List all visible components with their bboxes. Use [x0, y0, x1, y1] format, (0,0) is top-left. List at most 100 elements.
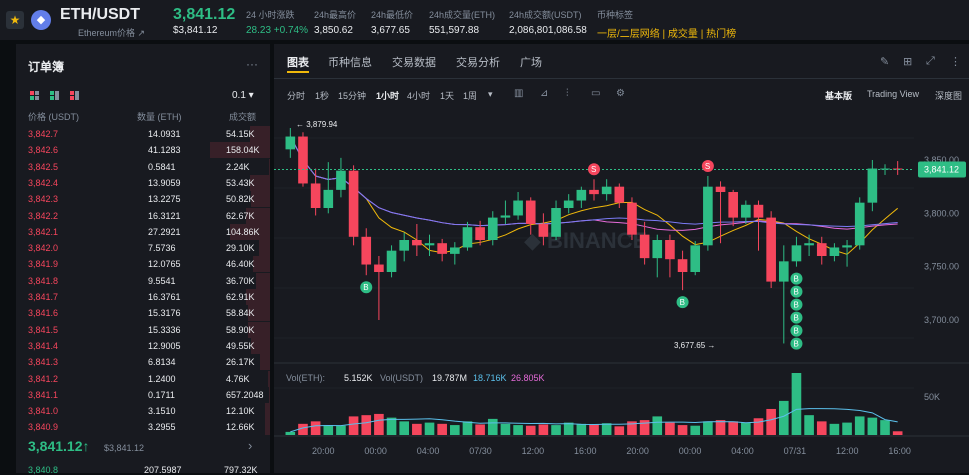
- view-depth[interactable]: 深度图: [935, 91, 963, 101]
- ask-row[interactable]: 3,841.2 1.2400 4.76K: [0, 370, 270, 387]
- favorite-star-icon[interactable]: ★: [6, 11, 24, 29]
- ask-price: 3,841.7: [28, 292, 59, 302]
- candle-body: [298, 136, 308, 184]
- ask-total: 29.10K: [226, 243, 255, 254]
- ask-total: 158.04K: [226, 145, 260, 156]
- interval-1w[interactable]: 1周: [463, 91, 478, 101]
- ask-row[interactable]: 3,841.4 12.9005 49.55K: [0, 337, 270, 354]
- interval-timeline[interactable]: 分时: [287, 91, 306, 101]
- divider: [274, 78, 969, 79]
- indicator-icon[interactable]: ▥: [514, 88, 524, 99]
- ask-row[interactable]: 3,842.3 13.2275 50.82K: [0, 191, 270, 208]
- candlestick-chart[interactable]: 3,850.003,800.003,750.003,700.00◆ BINANC…: [274, 108, 969, 473]
- ask-row[interactable]: 3,842.0 7.5736 29.10K: [0, 240, 270, 257]
- interval-4h[interactable]: 4小时: [407, 91, 431, 101]
- volume-bar: [538, 424, 549, 435]
- candle-body: [867, 168, 878, 203]
- candle-body: [310, 183, 321, 208]
- expand-icon[interactable]: ⤢: [926, 55, 935, 67]
- candle-type-icon[interactable]: ⫶: [566, 88, 569, 99]
- interval-dropdown-icon[interactable]: ▾: [488, 89, 493, 99]
- ask-row[interactable]: 3,842.2 16.3121 62.67K: [0, 207, 270, 224]
- ask-qty: 27.2921: [148, 226, 181, 237]
- price-axis-tick: 3,850.00: [924, 155, 959, 165]
- ask-qty: 6.8134: [148, 357, 176, 368]
- tab-coin-info[interactable]: 币种信息: [328, 57, 372, 69]
- tab-trading-data[interactable]: 交易数据: [392, 57, 436, 69]
- interval-1s[interactable]: 1秒: [315, 91, 330, 101]
- ask-row[interactable]: 3,841.3 6.8134 26.17K: [0, 354, 270, 371]
- ask-row[interactable]: 3,841.6 15.3176 58.84K: [0, 305, 270, 322]
- candle-body: [437, 243, 447, 254]
- ask-row[interactable]: 3,842.6 41.1283 158.04K: [0, 142, 270, 159]
- pair-symbol[interactable]: ETH/USDT: [60, 6, 140, 23]
- tab-chart[interactable]: 图表: [287, 57, 309, 69]
- time-axis-tick: 00:00: [364, 446, 387, 456]
- trade-marker-label: B: [793, 314, 798, 323]
- tab-square[interactable]: 广场: [520, 57, 542, 69]
- last-price: 3,841.12: [173, 6, 236, 23]
- ask-row[interactable]: 3,840.9 3.2955 12.66K: [0, 419, 270, 436]
- ask-price: 3,840.9: [28, 422, 59, 433]
- edit-icon[interactable]: ✎: [880, 56, 890, 68]
- ask-row[interactable]: 3,842.1 27.2921 104.86K: [0, 223, 270, 240]
- ask-row[interactable]: 3,842.5 0.5841 2.24K: [0, 158, 270, 175]
- volume-bar: [298, 423, 308, 435]
- ask-row[interactable]: 3,842.7 14.0931 54.15K: [0, 126, 270, 142]
- candle-body: [601, 186, 612, 195]
- grid-icon[interactable]: ⊞: [903, 56, 913, 68]
- candle-body: [715, 186, 726, 192]
- up-arrow-icon: ↑: [82, 438, 90, 454]
- tab-trading-analysis[interactable]: 交易分析: [456, 57, 500, 69]
- interval-1d[interactable]: 1天: [440, 91, 455, 101]
- candle-body: [462, 227, 473, 248]
- view-tradingview[interactable]: Trading View: [867, 89, 920, 99]
- ask-qty: 1.2400: [148, 373, 176, 384]
- more-icon[interactable]: ···: [246, 57, 258, 71]
- ask-row[interactable]: 3,841.9 12.0765 46.40K: [0, 256, 270, 273]
- layout-icon[interactable]: ▭: [591, 88, 601, 99]
- ask-qty: 12.0765: [148, 259, 181, 270]
- candle-body: [703, 186, 713, 246]
- more-vert-icon[interactable]: ⋮: [950, 56, 961, 68]
- candle-body: [766, 217, 776, 282]
- stat-high-value: 3,850.62: [314, 25, 353, 36]
- ask-total: 12.10K: [226, 406, 255, 417]
- ask-row[interactable]: 3,841.5 15.3336 58.90K: [0, 321, 270, 338]
- candle-body: [551, 208, 561, 237]
- volume-bar: [437, 423, 447, 435]
- trade-marker: [676, 296, 689, 309]
- ask-qty: 3.2955: [148, 422, 176, 433]
- ask-row[interactable]: 3,842.4 13.9059 53.43K: [0, 174, 270, 191]
- ask-total: 53.43K: [226, 177, 255, 188]
- ask-price: 3,841.5: [28, 324, 59, 335]
- volume-bar: [500, 423, 511, 435]
- ask-price: 3,842.5: [28, 161, 59, 172]
- view-basic[interactable]: 基本版: [825, 91, 853, 101]
- time-axis-tick: 00:00: [679, 446, 702, 456]
- vol-legend-eth-label: Vol(ETH):: [286, 373, 325, 383]
- orderbook-view-toggle[interactable]: [30, 91, 90, 101]
- chevron-right-icon[interactable]: ›: [248, 438, 253, 453]
- interval-15m[interactable]: 15分钟: [338, 91, 367, 101]
- ask-total: 62.91K: [226, 292, 255, 302]
- ask-row[interactable]: 3,841.0 3.1510 12.10K: [0, 403, 270, 420]
- interval-1h[interactable]: 1小时: [376, 91, 400, 101]
- ask-row[interactable]: 3,841.7 16.3761 62.91K: [0, 289, 270, 305]
- settings-gear-icon[interactable]: ⚙: [616, 88, 625, 99]
- depth-bar: [252, 256, 270, 273]
- ask-qty: 15.3176: [148, 308, 181, 319]
- price-axis-tick: 3,750.00: [924, 262, 959, 272]
- pair-subtitle-link[interactable]: Ethereum价格 ↗: [78, 28, 146, 38]
- stat-tags-value[interactable]: 一层/二层网络 | 成交量 | 热门榜: [597, 29, 737, 40]
- tick-size-select[interactable]: 0.1 ▾: [232, 90, 254, 101]
- ask-row[interactable]: 3,841.1 0.1711 657.2048: [0, 386, 270, 403]
- drawing-icon[interactable]: ⊿: [540, 88, 549, 99]
- candle-body: [627, 202, 637, 235]
- volume-bar: [892, 431, 903, 435]
- trade-marker-label: B: [793, 301, 798, 310]
- ask-row[interactable]: 3,841.8 9.5541 36.70K: [0, 272, 270, 289]
- depth-bar: [256, 272, 270, 289]
- volume-bar: [614, 426, 625, 435]
- stat-vol-usdt-label: 24h成交额(USDT): [509, 10, 582, 20]
